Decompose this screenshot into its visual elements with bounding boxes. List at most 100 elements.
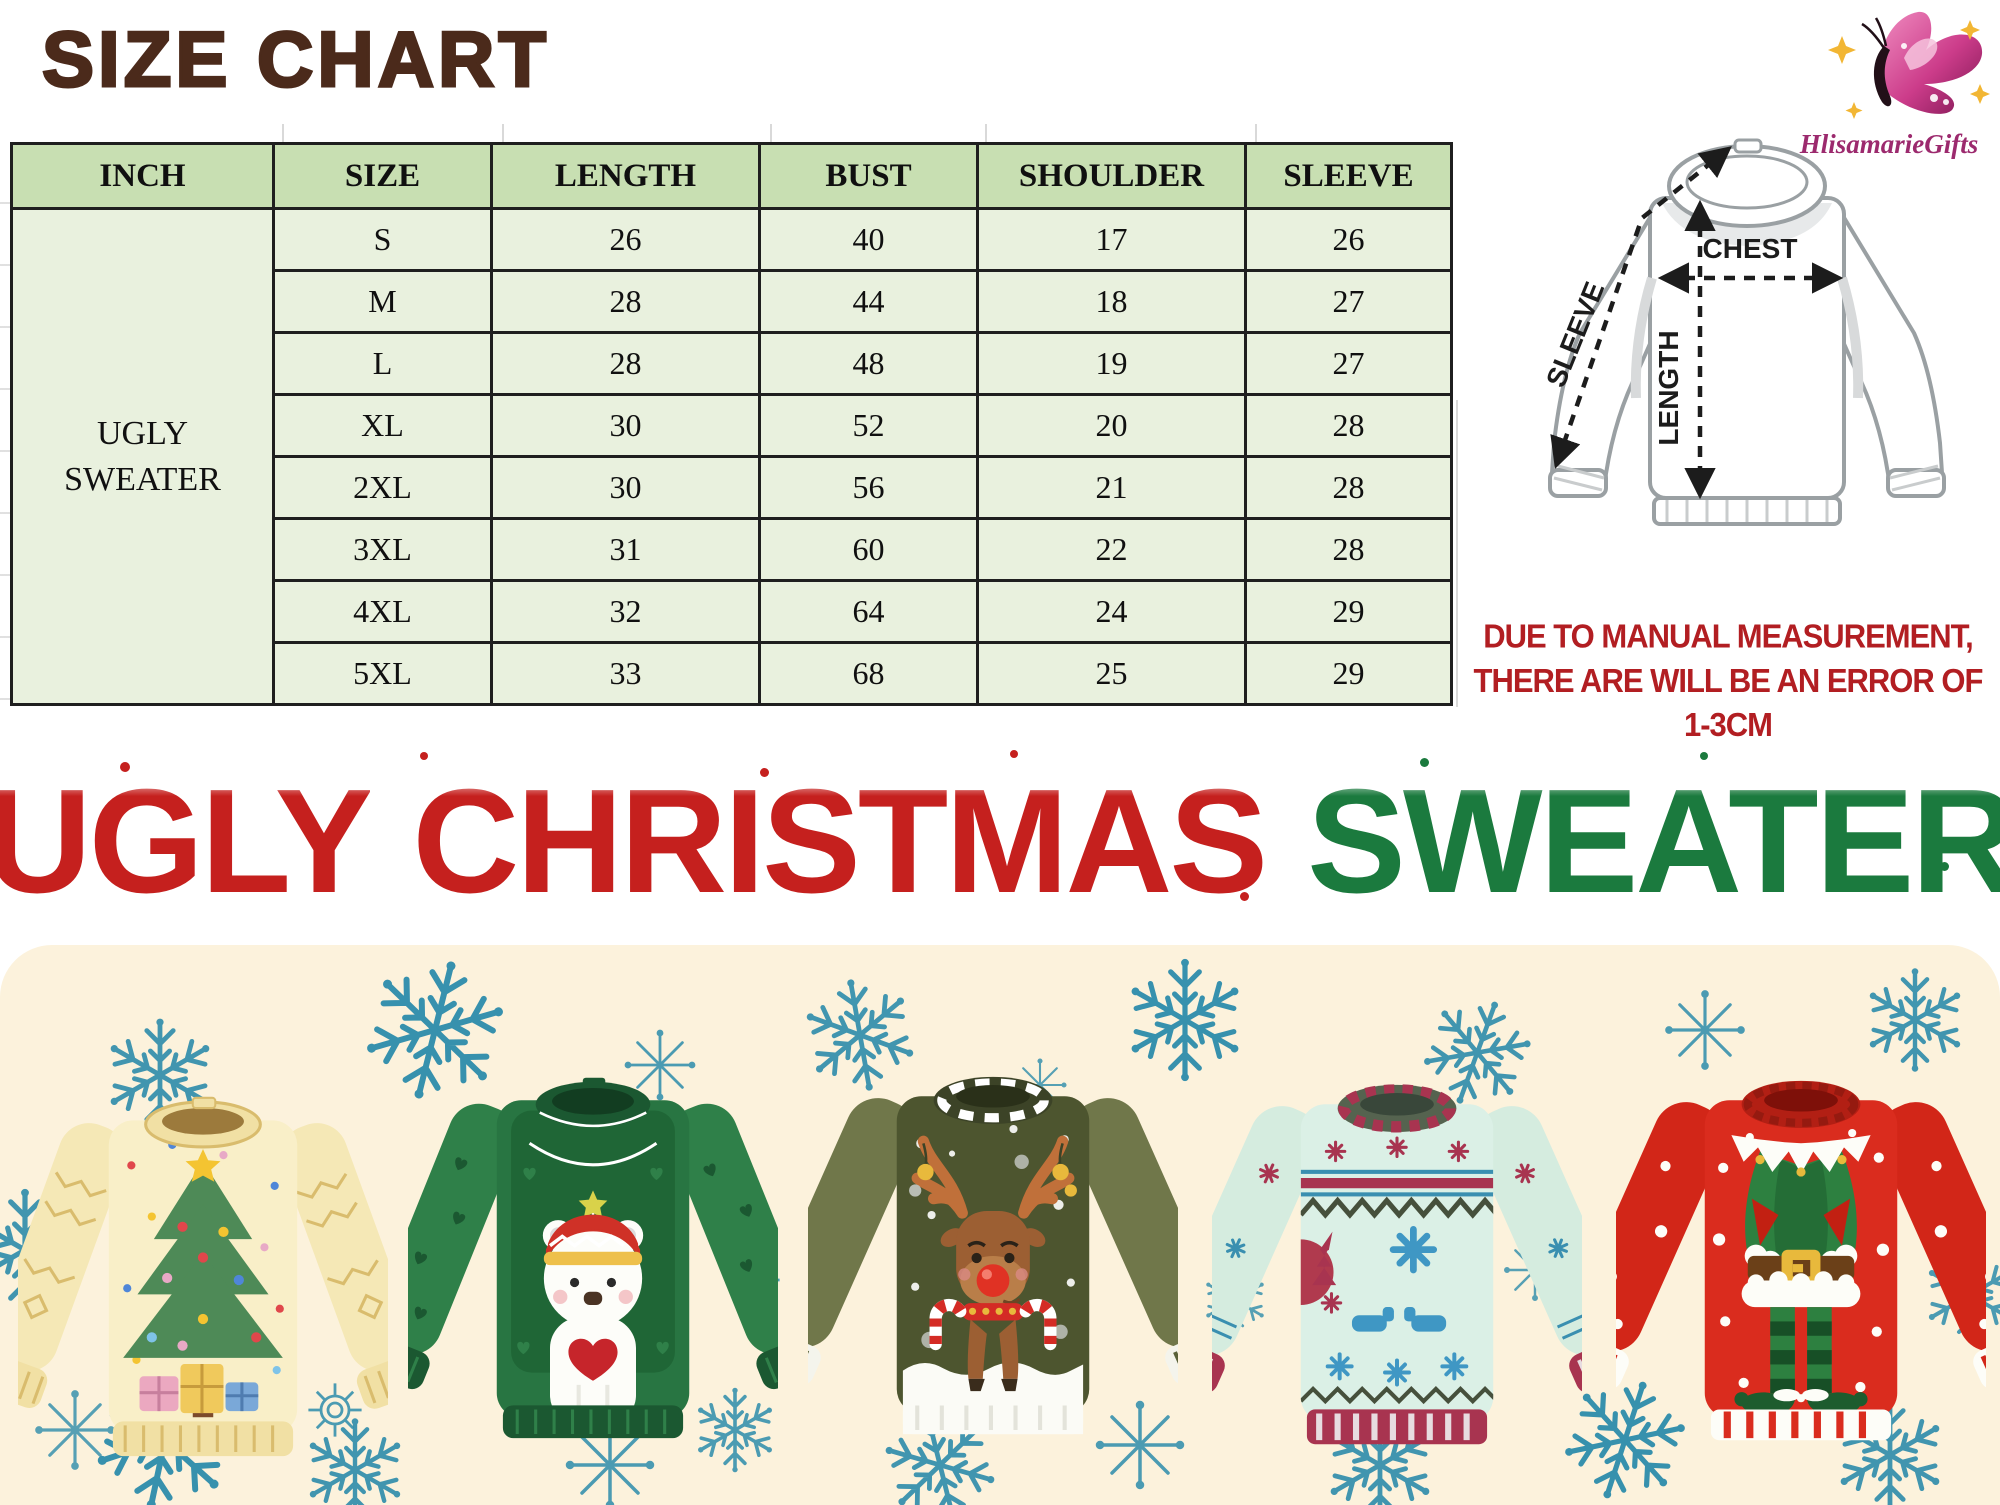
polar-bear xyxy=(542,1190,644,1426)
cell-shoulder: 24 xyxy=(976,579,1247,644)
sweater-measurement-diagram: CHEST LENGTH SLEEVE xyxy=(1540,138,1946,526)
fair-isle-reindeer-sweater-illustration xyxy=(1212,1084,1582,1445)
banner-dot xyxy=(1700,752,1708,760)
cell-size: 5XL xyxy=(272,641,493,706)
col-header-bust: BUST xyxy=(758,142,979,210)
cell-sleeve: 28 xyxy=(1244,517,1453,582)
cell-bust: 56 xyxy=(758,455,979,520)
table-row: UGLY SWEATER S 26 40 17 26 xyxy=(10,207,1453,706)
right-sleeve xyxy=(668,1103,778,1390)
butterfly-wings xyxy=(1879,11,1983,114)
cell-length: 26 xyxy=(490,207,761,272)
disclaimer-line1: DUE TO MANUAL MEASUREMENT, xyxy=(1483,617,1974,656)
elf-legs xyxy=(1770,1307,1832,1394)
cell-length: 30 xyxy=(490,393,761,458)
cell-shoulder: 18 xyxy=(976,269,1247,334)
hem xyxy=(1306,1409,1488,1445)
left-sleeve xyxy=(1212,1106,1321,1393)
sparkles-icon xyxy=(1828,20,1990,119)
christmas-tree-sweater-illustration xyxy=(18,1096,388,1457)
left-sleeve xyxy=(1616,1102,1725,1389)
measurement-disclaimer: DUE TO MANUAL MEASUREMENT, THERE ARE WIL… xyxy=(1468,615,1988,748)
table-row: 3XL 31 60 22 28 xyxy=(12,517,1453,582)
hem xyxy=(112,1421,294,1457)
col-header-inch: INCH xyxy=(10,142,275,210)
left-sleeve xyxy=(18,1123,126,1409)
cell-length: 33 xyxy=(490,641,761,706)
scatter-dots xyxy=(123,1140,284,1375)
banner-dot xyxy=(1420,758,1429,767)
hem xyxy=(1710,1409,1892,1441)
gridline-tick xyxy=(770,124,772,142)
cell-size: M xyxy=(272,269,493,334)
col-header-size: SIZE xyxy=(272,142,493,210)
heart xyxy=(568,1338,618,1381)
chest-label: CHEST xyxy=(1703,233,1798,264)
sweater-outline-drawing xyxy=(1548,138,1946,526)
banner-dot xyxy=(760,768,769,777)
cell-shoulder: 17 xyxy=(976,207,1247,272)
cell-size: XL xyxy=(272,393,493,458)
cell-size: 2XL xyxy=(272,455,493,520)
gridline-tick xyxy=(502,124,504,142)
sleeve-arrow xyxy=(1550,146,1732,469)
banner-dot xyxy=(120,762,130,772)
col-header-shoulder: SHOULDER xyxy=(976,142,1247,210)
elf-sweater-illustration xyxy=(1616,1080,1986,1441)
cell-bust: 64 xyxy=(758,579,979,644)
cell-size: L xyxy=(272,331,493,396)
butterfly-antennae xyxy=(1861,17,1888,49)
gridline-tick xyxy=(282,124,284,142)
table-row: L 28 48 19 27 xyxy=(12,331,1453,396)
snow-dots xyxy=(1712,1128,1890,1403)
cell-length: 28 xyxy=(490,269,761,334)
gridline-tick xyxy=(1456,400,1458,707)
col-header-length: LENGTH xyxy=(490,142,761,210)
sweater-gallery-panel xyxy=(0,945,2000,1505)
banner-dot xyxy=(1010,750,1018,758)
cell-bust: 68 xyxy=(758,641,979,706)
right-sleeve xyxy=(1877,1102,1986,1389)
page-title: SIZE CHART xyxy=(41,14,550,105)
table-row: 5XL 33 68 25 29 xyxy=(12,641,1453,706)
spreadsheet-gridlines xyxy=(0,142,12,707)
cell-length: 30 xyxy=(490,455,761,520)
col-header-sleeve: SLEEVE xyxy=(1244,142,1453,210)
measurement-arrows xyxy=(1550,146,1844,500)
butterfly-body xyxy=(1873,46,1892,107)
gridline-tick xyxy=(985,124,987,142)
right-sleeve xyxy=(1473,1106,1582,1393)
gift-boxes xyxy=(139,1364,259,1414)
left-sleeve xyxy=(408,1103,518,1390)
length-label: LENGTH xyxy=(1653,330,1684,445)
table-row: XL 30 52 20 28 xyxy=(12,393,1453,458)
festive-banner: UGLY CHRISTMAS SWEATER xyxy=(0,742,2000,942)
cell-bust: 52 xyxy=(758,393,979,458)
right-sleeve xyxy=(1069,1098,1178,1385)
cell-length: 31 xyxy=(490,517,761,582)
banner-word-sweater: SWEATER xyxy=(1307,757,2000,927)
fair-isle-pattern xyxy=(1300,1136,1494,1405)
right-sleeve xyxy=(280,1123,388,1409)
group-label-cell: UGLY SWEATER xyxy=(10,207,275,706)
cell-sleeve: 29 xyxy=(1244,641,1453,706)
brand-name: HlisamarieGifts xyxy=(1799,129,1979,159)
reindeer xyxy=(909,1135,1077,1392)
cell-bust: 44 xyxy=(758,269,979,334)
cell-shoulder: 20 xyxy=(976,393,1247,458)
cell-sleeve: 29 xyxy=(1244,579,1453,644)
cell-shoulder: 19 xyxy=(976,331,1247,396)
disclaimer-line2: THERE ARE WILL BE AN ERROR OF 1-3CM xyxy=(1473,661,1984,744)
table-row: M 28 44 18 27 xyxy=(12,269,1453,334)
banner-dot xyxy=(1240,892,1249,901)
hem xyxy=(502,1405,684,1439)
left-sleeve xyxy=(808,1098,917,1385)
cell-bust: 40 xyxy=(758,207,979,272)
banner-word-ugly: UGLY xyxy=(0,757,373,927)
cell-shoulder: 22 xyxy=(976,517,1247,582)
cell-size: S xyxy=(272,207,493,272)
table-row: 2XL 30 56 21 28 xyxy=(12,455,1453,520)
ruff-collar xyxy=(1731,1135,1871,1174)
size-table: INCH SIZE LENGTH BUST SHOULDER SLEEVE UG… xyxy=(10,142,1453,706)
